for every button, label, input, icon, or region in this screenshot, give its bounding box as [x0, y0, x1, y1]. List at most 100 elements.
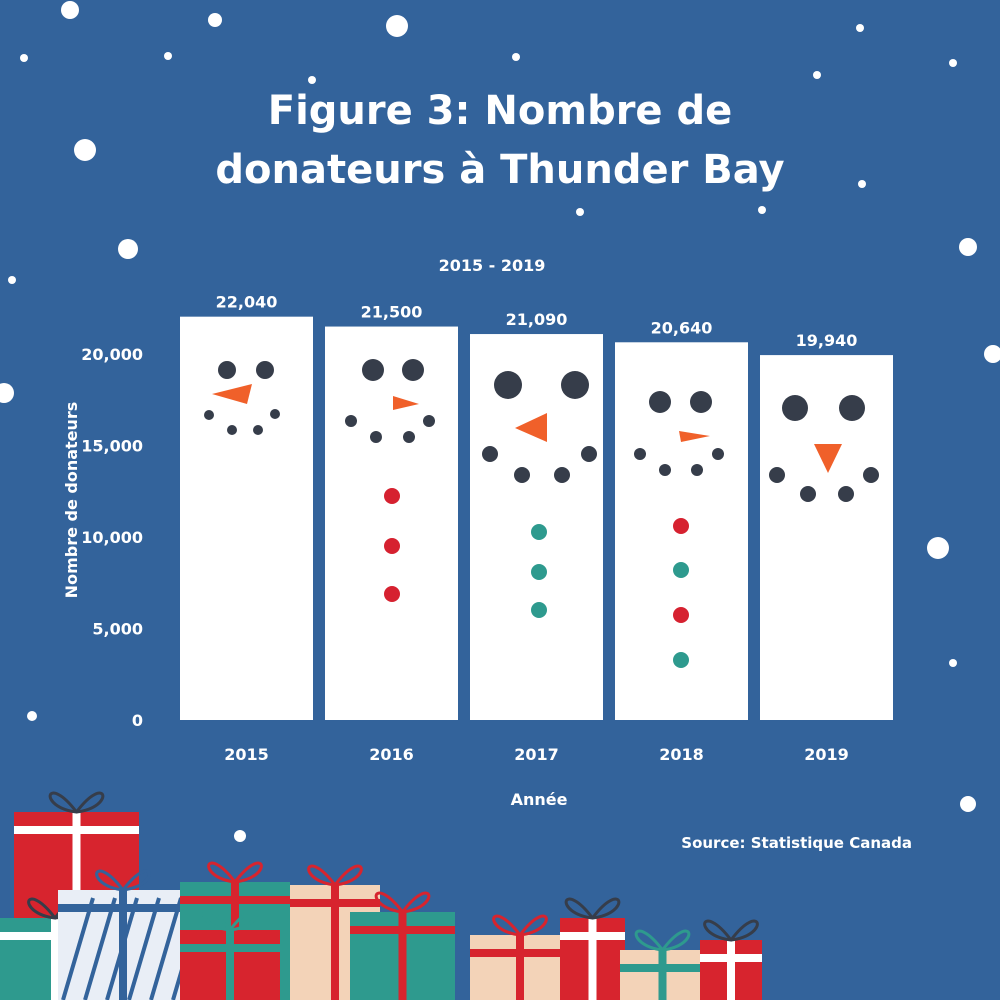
gift-bow [374, 891, 431, 914]
x-tick-label: 2017 [514, 745, 559, 764]
snowman-eye [839, 395, 865, 421]
gift-ribbon [180, 896, 290, 904]
gift-ribbon [180, 944, 280, 952]
bar-value-label: 21,500 [361, 303, 423, 322]
snowman-mouth-dot [345, 415, 357, 427]
snowflake [813, 71, 821, 79]
y-axis-label: Nombre de donateurs [62, 402, 81, 599]
bars [180, 316, 893, 720]
snowman-eye [494, 371, 522, 399]
x-tick-label: 2016 [369, 745, 414, 764]
snowflake [856, 24, 864, 32]
gift-stripe [127, 897, 161, 1000]
snowman-faces [204, 359, 879, 668]
snowman-mouth-dot [482, 446, 498, 462]
x-tick-label: 2015 [224, 745, 269, 764]
snowman-eye [256, 361, 274, 379]
y-tick-label: 20,000 [81, 345, 143, 364]
gift-bow [95, 869, 151, 892]
snowflake [234, 830, 246, 842]
snowflake [576, 208, 584, 216]
gift-ribbon [727, 940, 735, 1000]
gift-bow [634, 929, 691, 952]
gift-ribbon [658, 950, 667, 1000]
gift-ribbon [516, 935, 524, 1000]
snowman-button [673, 652, 689, 668]
gift-ribbon [58, 904, 188, 912]
x-axis-ticks: 2015 2016 2017 2018 2019 [224, 745, 849, 764]
bar-value-label: 22,040 [216, 293, 278, 312]
snowflake [8, 276, 16, 284]
snowman-button [673, 607, 689, 623]
snowflake [927, 537, 949, 559]
snowman-mouth-dot [769, 467, 785, 483]
y-tick-label: 5,000 [92, 620, 143, 639]
snowflake [858, 180, 866, 188]
snowman-mouth-dot [554, 467, 570, 483]
snowman-mouth-dot [838, 486, 854, 502]
snowflake [984, 345, 1000, 363]
snowman-eye [690, 391, 712, 413]
snowman-mouth-dot [712, 448, 724, 460]
gift-ribbon [331, 885, 339, 1000]
snowman-button [531, 564, 547, 580]
gift-bow [492, 914, 548, 937]
snowflake [74, 139, 96, 161]
snowman-button [673, 562, 689, 578]
snowman-mouth-dot [800, 486, 816, 502]
snowman-nose [679, 431, 710, 442]
bar [325, 326, 458, 720]
gift-ribbon [620, 964, 705, 972]
snowflakes [0, 1, 1000, 842]
gift-ribbon [470, 949, 570, 957]
snowman-mouth-dot [691, 464, 703, 476]
gift-ribbon [14, 826, 139, 834]
gift-ribbon [51, 918, 59, 1000]
source-note: Source: Statistique Canada [681, 834, 912, 852]
chart-title-line-1: Figure 3: Nombre de [268, 88, 733, 134]
snowman-mouth-dot [863, 467, 879, 483]
x-tick-label: 2019 [804, 745, 849, 764]
snowman-button [531, 524, 547, 540]
snowman-button [531, 602, 547, 618]
gift-bow [207, 861, 263, 884]
gift-ribbon [119, 890, 127, 1000]
snowman-mouth-dot [270, 409, 280, 419]
snowman-mouth-dot [514, 467, 530, 483]
snowflake [949, 59, 957, 67]
bar [760, 355, 893, 720]
y-tick-label: 10,000 [81, 528, 143, 547]
gift-bow [703, 919, 759, 942]
snowman-button [384, 538, 400, 554]
snowman-eye [649, 391, 671, 413]
snowman-button [384, 586, 400, 602]
snowman-mouth-dot [581, 446, 597, 462]
snowflake [960, 796, 976, 812]
gift-stripe [61, 897, 95, 1000]
snowman-mouth-dot [204, 410, 214, 420]
y-tick-label: 15,000 [81, 437, 143, 456]
gift-ribbon [226, 930, 234, 1000]
chart-subtitle: 2015 - 2019 [439, 256, 546, 275]
snowflake [959, 238, 977, 256]
snowflake [512, 53, 520, 61]
snowman-nose [212, 384, 252, 404]
snowman-mouth-dot [423, 415, 435, 427]
snowflake [386, 15, 408, 37]
gift-ribbon [0, 932, 110, 940]
gift-bow [307, 864, 363, 887]
bar-value-label: 19,940 [796, 331, 858, 350]
gift-ribbon [560, 932, 625, 940]
gift-bow [48, 791, 105, 814]
value-labels: 22,040 21,500 21,090 20,640 19,940 [216, 293, 858, 350]
bar-value-label: 20,640 [651, 318, 713, 337]
gift-ribbon [588, 918, 597, 1000]
gift-stripe [149, 897, 183, 1000]
snowman-mouth-dot [659, 464, 671, 476]
snowflake [118, 239, 138, 259]
x-tick-label: 2018 [659, 745, 704, 764]
snowman-eye [218, 361, 236, 379]
snowman-button [673, 518, 689, 534]
